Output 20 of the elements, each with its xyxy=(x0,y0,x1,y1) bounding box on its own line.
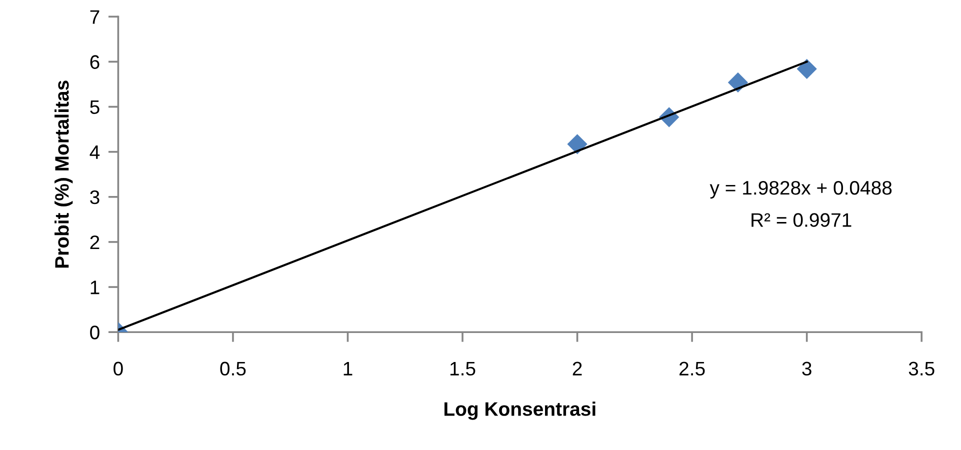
y-tick-label: 4 xyxy=(90,146,100,159)
x-tick-label: 1.5 xyxy=(450,362,476,376)
x-tick-label: 2 xyxy=(572,362,582,376)
y-tick-label: 6 xyxy=(90,55,100,69)
y-tick-label: 3 xyxy=(90,190,100,204)
y-tick-label: 1 xyxy=(90,280,100,294)
y-tick-label: 5 xyxy=(90,100,100,114)
y-tick-label: 2 xyxy=(90,235,100,250)
x-axis-title: Log Konsentrasi xyxy=(444,402,596,420)
y-tick-label: 7 xyxy=(90,10,100,24)
x-tick-label: 0 xyxy=(114,362,123,376)
annotation: R² = 0.9971 xyxy=(752,213,852,227)
x-tick-label: 3 xyxy=(802,362,812,376)
y-axis-title: Probit (%) Mortalitas xyxy=(54,80,73,268)
annotation: y = 1.9828x + 0.0488 xyxy=(710,180,892,199)
x-tick-label: 2.5 xyxy=(680,362,705,376)
y-tick-label: 0 xyxy=(90,326,100,340)
x-tick-label: 0.5 xyxy=(220,362,246,376)
x-tick-label: 3.5 xyxy=(908,362,934,376)
x-tick-label: 1 xyxy=(344,362,352,376)
